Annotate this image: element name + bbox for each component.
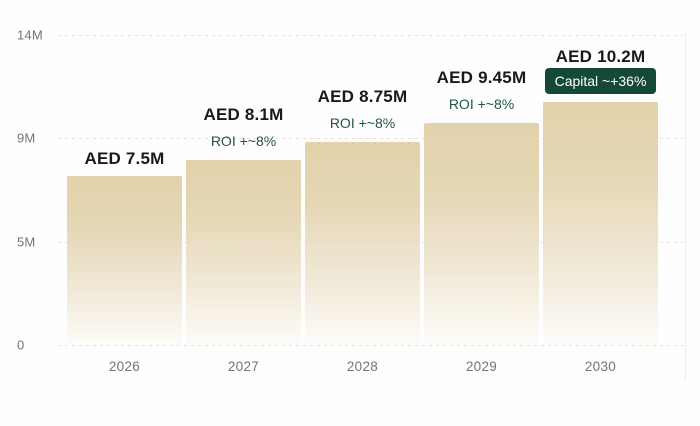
bar-value-label-2028: AED 8.75M: [317, 87, 408, 106]
x-axis-label-2026: 2026: [108, 359, 141, 374]
bar-2028: [305, 142, 420, 345]
bar-value-label-2029: AED 9.45M: [436, 68, 527, 87]
bar-2030: [543, 102, 658, 345]
roi-label-2028: ROI +~8%: [329, 115, 396, 131]
y-axis-tick-label: 5M: [17, 234, 36, 250]
x-axis-label-2030: 2030: [584, 359, 617, 374]
capital-badge: Capital ~+36%: [544, 68, 657, 94]
x-axis-label-2028: 2028: [346, 359, 379, 374]
roi-label-2027: ROI +~8%: [210, 133, 277, 149]
gridline-9M: [58, 138, 684, 139]
capital-badge-wrap: Capital ~+36%: [511, 68, 691, 94]
x-axis-label-2029: 2029: [465, 359, 498, 374]
y-axis-tick-label: 0: [17, 337, 25, 353]
y-axis-tick-label: 14M: [17, 27, 43, 43]
bar-value-label-2026: AED 7.5M: [84, 149, 165, 168]
right-divider-line: [685, 33, 686, 381]
x-axis-label-2027: 2027: [227, 359, 260, 374]
bar-2027: [186, 160, 301, 345]
bar-2026: [67, 176, 182, 345]
gridline-5M: [58, 242, 684, 243]
gridline-14M: [58, 35, 684, 36]
bar-2029: [424, 123, 539, 345]
gridline-0: [58, 345, 684, 346]
roi-label-2029: ROI +~8%: [448, 96, 515, 112]
bar-value-label-2030: AED 10.2M: [555, 47, 646, 66]
y-axis-tick-label: 9M: [17, 130, 36, 146]
bar-value-label-2027: AED 8.1M: [203, 105, 284, 124]
